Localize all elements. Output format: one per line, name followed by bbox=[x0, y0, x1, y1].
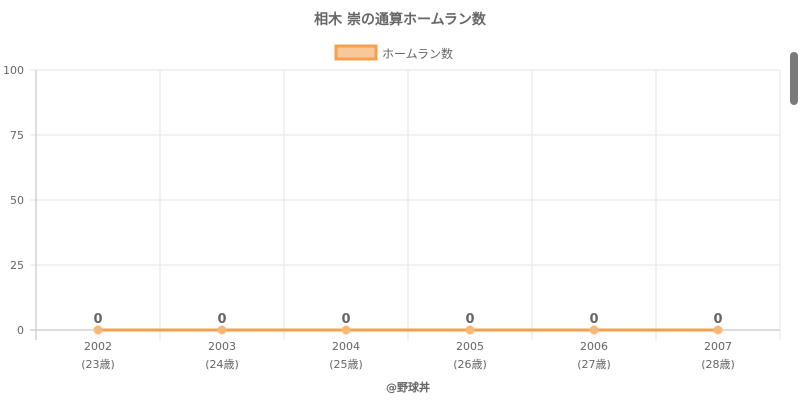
y-tick-label: 0 bbox=[17, 324, 24, 337]
credit-label: @野球丼 bbox=[386, 380, 430, 394]
data-label: 0 bbox=[713, 312, 722, 327]
x-tick-sublabel: (23歳) bbox=[81, 358, 115, 371]
legend-label: ホームラン数 bbox=[382, 46, 453, 61]
data-label: 0 bbox=[465, 312, 474, 327]
y-tick-label: 75 bbox=[10, 129, 24, 142]
x-tick-sublabel: (26歳) bbox=[453, 358, 487, 371]
x-tick-label: 2006 bbox=[580, 340, 608, 353]
series-homeruns bbox=[93, 325, 723, 335]
data-point[interactable] bbox=[217, 325, 227, 335]
scrollbar-thumb[interactable] bbox=[790, 52, 798, 105]
x-tick-sublabel: (27歳) bbox=[577, 358, 611, 371]
x-tick-sublabel: (28歳) bbox=[701, 358, 735, 371]
data-point[interactable] bbox=[93, 325, 103, 335]
x-tick-sublabel: (24歳) bbox=[205, 358, 239, 371]
y-tick-label: 50 bbox=[10, 194, 24, 207]
data-label: 0 bbox=[589, 312, 598, 327]
x-tick-label: 2003 bbox=[208, 340, 236, 353]
grid bbox=[30, 69, 781, 340]
data-point[interactable] bbox=[713, 325, 723, 335]
y-tick-label: 25 bbox=[10, 259, 24, 272]
x-axis: 2002 (23歳) 2003 (24歳) 2004 (25歳) 2005 (26歳) 2006… bbox=[81, 340, 735, 371]
data-label: 0 bbox=[341, 312, 350, 327]
x-tick-label: 2004 bbox=[332, 340, 360, 353]
data-label: 0 bbox=[93, 312, 102, 327]
x-tick-label: 2007 bbox=[704, 340, 732, 353]
y-axis: 0 25 50 75 100 bbox=[3, 64, 24, 337]
x-tick-sublabel: (25歳) bbox=[329, 358, 363, 371]
data-point[interactable] bbox=[341, 325, 351, 335]
legend[interactable]: ホームラン数 bbox=[334, 44, 453, 61]
data-label: 0 bbox=[217, 312, 226, 327]
y-tick-label: 100 bbox=[3, 64, 24, 77]
chart-title: 相木 崇の通算ホームラン数 bbox=[314, 11, 487, 28]
data-point[interactable] bbox=[589, 325, 599, 335]
data-labels: 0 0 0 0 0 0 bbox=[93, 312, 722, 327]
legend-swatch bbox=[334, 44, 378, 61]
x-tick-label: 2002 bbox=[84, 340, 112, 353]
data-point[interactable] bbox=[465, 325, 475, 335]
x-tick-label: 2005 bbox=[456, 340, 484, 353]
